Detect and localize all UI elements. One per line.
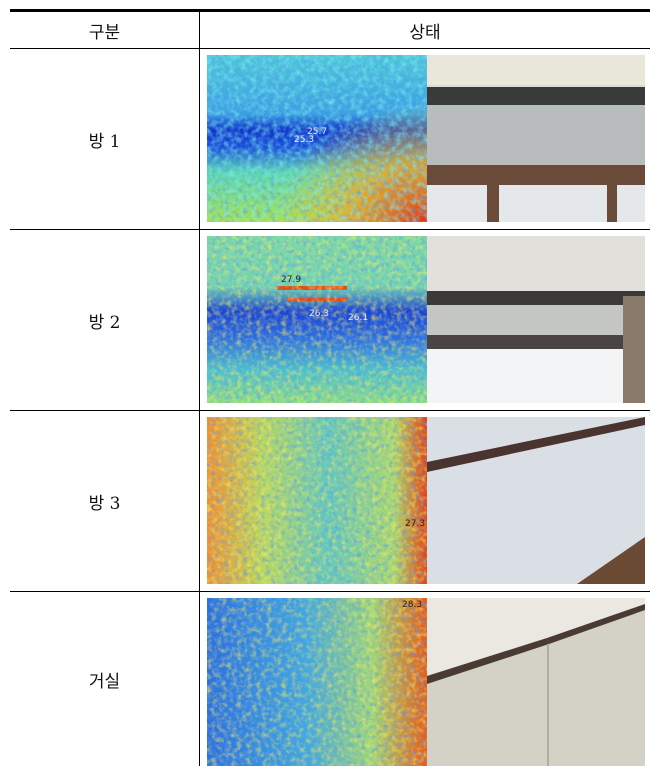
- row-label: 거실: [88, 671, 121, 692]
- row-rule: [10, 410, 650, 411]
- row-label: 방 1: [88, 131, 121, 152]
- top-rule: [10, 9, 650, 12]
- row-label: 방 3: [88, 493, 121, 514]
- thermal-label: 27.9: [281, 275, 302, 285]
- row-rule: [10, 229, 650, 230]
- thermal-image: [207, 598, 427, 766]
- thermal-label: 27.3: [405, 519, 426, 529]
- thermal-label: 26.1: [348, 313, 369, 323]
- thermal-label: 26.3: [309, 309, 330, 319]
- row-label: 방 2: [88, 312, 121, 333]
- header-cell: 상태: [409, 22, 441, 43]
- photo: [427, 598, 645, 766]
- photo: [427, 417, 645, 584]
- thermal-label: 28.3: [402, 600, 423, 610]
- row-rule: [10, 48, 650, 49]
- header-cell: 구분: [88, 22, 121, 43]
- col-rule: [199, 12, 200, 766]
- thermal-label: 25.3: [294, 135, 315, 145]
- thermal-image: [207, 236, 427, 403]
- photo: [427, 55, 645, 222]
- thermal-image: [207, 417, 427, 584]
- row-rule: [10, 591, 650, 592]
- thermal-label: 25.7: [307, 127, 328, 137]
- thermal-image: [207, 55, 427, 222]
- photo: [427, 236, 645, 403]
